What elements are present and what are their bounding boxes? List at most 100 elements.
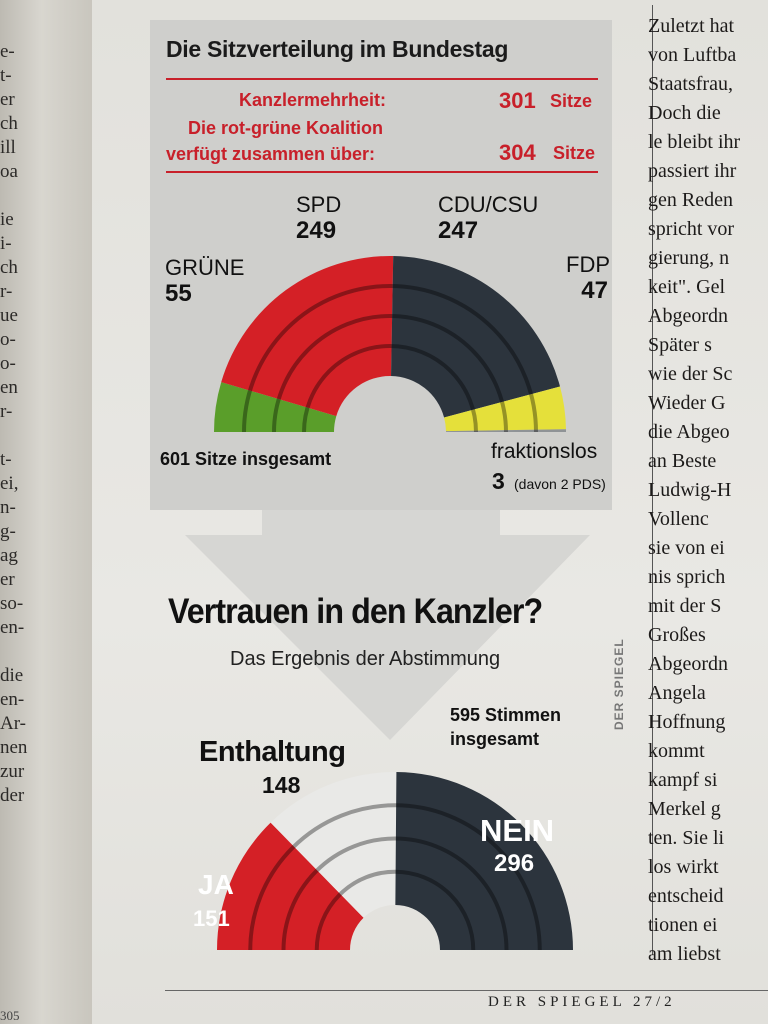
left-page-line: oa <box>0 161 18 182</box>
left-page-line: zur <box>0 761 25 782</box>
coalition-unit: Sitze <box>553 143 596 163</box>
left-page-line: ch <box>0 257 18 278</box>
label-gruene-name: GRÜNE <box>165 255 245 280</box>
right-column-line: Später s <box>648 334 712 356</box>
right-column-line: Wieder G <box>648 392 726 414</box>
seat-row-line <box>242 284 538 433</box>
label-fdp: FDP 47 <box>566 252 610 304</box>
label-cdu-value: 247 <box>438 217 479 244</box>
coalition-value: 304 <box>499 140 536 165</box>
left-page-line: nen <box>0 737 28 758</box>
fraktionslos-value: 3 <box>492 468 505 494</box>
majority-value: 301 <box>499 88 536 113</box>
left-page-line: o- <box>0 353 16 374</box>
bundestag-segment-5 <box>445 429 566 432</box>
label-cdu: CDU/CSU 247 <box>438 192 538 244</box>
right-column-line: Hoffnung <box>648 711 726 733</box>
label-ja-value: 151 <box>193 906 230 931</box>
total-seats-label: 601 Sitze insgesamt <box>160 449 332 469</box>
fraktionslos-label: fraktionslos <box>491 440 598 463</box>
coalition-label-2: verfügt zusammen über: <box>166 144 376 164</box>
label-fdp-name: FDP <box>566 252 610 277</box>
left-page-line: en- <box>0 617 25 638</box>
label-nein-value: 296 <box>494 850 535 877</box>
left-page-line: g- <box>0 521 16 542</box>
vote-segment-1 <box>217 822 364 950</box>
label-ja-name: JA <box>198 869 234 900</box>
bundestag-segment-2 <box>221 256 394 417</box>
left-page-line: er <box>0 569 15 590</box>
chart-title: Die Sitzverteilung im Bundestag <box>166 36 509 62</box>
coalition-label-1: Die rot-grüne Koalition <box>188 118 383 138</box>
right-column-line: Staatsfrau, <box>648 73 733 95</box>
bundestag-segment-4 <box>444 386 566 432</box>
left-page-line: ch <box>0 113 18 134</box>
right-column-line: Merkel g <box>648 798 721 820</box>
right-column-line: kampf si <box>648 769 718 791</box>
right-column-line: Angela <box>648 682 706 704</box>
left-page-line: ue <box>0 305 18 326</box>
left-page: e-t-er ch ill oa ie i-ch r-ue o-o-en r- t-ei, n-… <box>0 0 92 1024</box>
label-nein-name: NEIN <box>480 813 555 848</box>
left-page-line: Ar- <box>0 713 26 734</box>
right-column-line: Zuletzt hat <box>648 15 735 37</box>
left-page-line: ag <box>0 545 18 566</box>
right-column-line: Ludwig-H <box>648 479 732 501</box>
right-column-line: nis sprich <box>648 566 726 588</box>
votes-total-line-1: 595 Stimmen <box>450 705 562 725</box>
right-column-line: spricht vor <box>648 218 735 240</box>
right-column-line: entscheid <box>648 885 724 907</box>
seat-row-line <box>314 869 476 951</box>
left-page-line: ie <box>0 209 14 230</box>
right-column-line: mit der S <box>648 595 722 617</box>
left-page-line: die <box>0 665 24 686</box>
label-spd-name: SPD <box>296 192 342 217</box>
right-column-line: keit". Gel <box>648 276 726 298</box>
right-column-line: Abgeordn <box>648 653 728 675</box>
left-page-line: er <box>0 89 15 110</box>
majority-unit: Sitze <box>550 91 593 111</box>
right-column-text: Zuletzt hat von Luftba Staatsfrau, Doch die… <box>648 0 768 972</box>
left-page-line: der <box>0 785 25 806</box>
right-column-line: Vollenc <box>648 508 709 530</box>
left-page-line: o- <box>0 329 16 350</box>
footer-rule <box>165 990 768 991</box>
label-gruene-value: 55 <box>165 280 192 307</box>
bundestag-segment-1 <box>214 382 337 432</box>
fraktionslos-note: (davon 2 PDS) <box>514 476 606 492</box>
footer-text: DER SPIEGEL 27/2 <box>488 994 676 1010</box>
left-page-line: en <box>0 377 18 398</box>
label-gruene: GRÜNE 55 <box>165 255 244 307</box>
left-page-text: e-t-er ch ill oa ie i-ch r-ue o-o-en r- t-ei, n-… <box>0 40 32 808</box>
left-page-line: i- <box>0 233 12 254</box>
column-divider <box>652 5 653 955</box>
votes-total: 595 Stimmen insgesamt <box>450 703 561 751</box>
seat-row-line <box>272 314 508 433</box>
right-column-line: wie der Sc <box>648 363 733 385</box>
right-column-line: kommt <box>648 740 705 762</box>
label-cdu-name: CDU/CSU <box>438 192 539 217</box>
label-spd: SPD 249 <box>296 192 341 244</box>
credit-vertical: DER SPIEGEL <box>612 638 626 730</box>
right-column-line: passiert ihr <box>648 160 737 182</box>
label-fdp-value: 47 <box>581 277 608 304</box>
right-column-line: an Beste <box>648 450 717 472</box>
right-column-line: die Abgeo <box>648 421 730 443</box>
left-page-line: e- <box>0 41 15 62</box>
votes-total-line-2: insgesamt <box>450 729 540 749</box>
seat-row-line <box>281 836 509 951</box>
title-rule <box>166 78 598 80</box>
vote-segment-3 <box>395 772 573 950</box>
left-page-line: r- <box>0 401 13 422</box>
right-column-line: gierung, n <box>648 247 730 269</box>
label-enthaltung: Enthaltung <box>199 736 346 768</box>
left-page-line: r- <box>0 281 13 302</box>
left-page-line: so- <box>0 593 24 614</box>
left-page-line: ei, <box>0 473 19 494</box>
right-column-line: Abgeordn <box>648 305 728 327</box>
left-page-line: en- <box>0 689 25 710</box>
left-page-line: ill <box>0 137 16 158</box>
